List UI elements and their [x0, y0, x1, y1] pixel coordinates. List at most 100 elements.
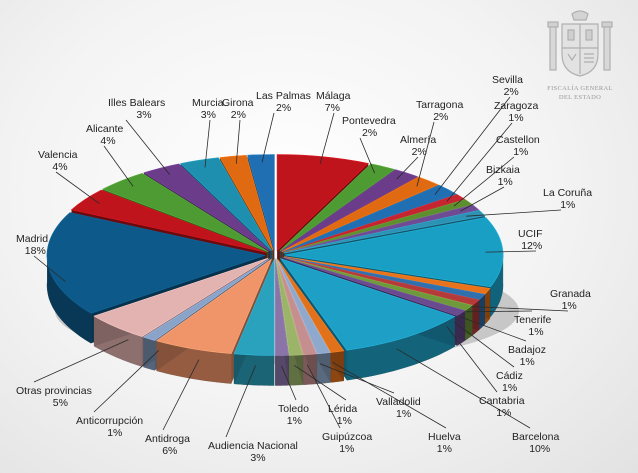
label-almeria: Almería — [400, 134, 436, 146]
value-audiencia-nacional: 3% — [250, 452, 265, 464]
label-castellon: Castellon — [496, 134, 540, 146]
value-girona: 2% — [231, 109, 246, 121]
coat-of-arms-icon — [547, 10, 613, 77]
logo-line-2: DEL ESTADO — [559, 94, 601, 101]
slice-lerida — [275, 259, 304, 356]
slice-malaga — [276, 154, 369, 252]
leader-alicante — [103, 145, 134, 187]
slice-antidroga — [155, 258, 273, 354]
leader-barcelona — [396, 348, 531, 429]
slice-anticorrupcion — [142, 258, 270, 341]
slice-badajoz — [283, 256, 480, 306]
value-almeria: 2% — [412, 146, 427, 158]
leader-la-coruna — [466, 209, 562, 217]
value-cadiz: 1% — [502, 382, 517, 394]
slice-sevilla — [282, 184, 458, 253]
leader-valencia — [55, 171, 100, 205]
leader-huelva — [332, 361, 447, 429]
leader-almeria — [396, 156, 419, 180]
value-malaga: 7% — [325, 102, 340, 114]
leader-badajoz — [460, 316, 527, 342]
slice-girona — [219, 154, 274, 251]
label-granada: Granada — [550, 288, 591, 300]
label-ucif: UCIF — [518, 228, 543, 240]
slice-huelva — [277, 259, 345, 353]
label-tarragona: Tarragona — [416, 99, 463, 111]
value-las-palmas: 2% — [276, 102, 291, 114]
slice-barcelona — [280, 258, 456, 351]
slice-cantabria — [283, 257, 466, 316]
leader-girona — [235, 119, 241, 164]
value-valladolid: 1% — [396, 408, 411, 420]
label-zaragoza: Zaragoza — [494, 100, 539, 112]
value-castellon: 1% — [513, 146, 528, 158]
value-barcelona: 10% — [529, 443, 550, 455]
leader-sevilla — [434, 96, 511, 195]
value-badajoz: 1% — [520, 356, 535, 368]
logo-line-1: FISCALÍA GENERAL — [547, 84, 613, 92]
value-ucif: 12% — [521, 240, 542, 252]
value-otras-provincias: 5% — [53, 397, 68, 409]
label-guipuzcoa: Guipúzcoa — [322, 431, 372, 443]
leader-illes-balears — [125, 119, 171, 175]
value-bizkaia: 1% — [498, 176, 513, 188]
pie-slices — [46, 154, 504, 356]
leader-murcia — [204, 119, 211, 168]
leader-ucif — [485, 250, 537, 253]
label-las-palmas: Las Palmas — [256, 90, 311, 102]
label-valencia: Valencia — [38, 149, 78, 161]
leader-toledo — [281, 365, 297, 401]
slice-tarragona — [281, 176, 439, 252]
slice-almeria — [280, 169, 419, 252]
leader-malaga — [319, 112, 335, 165]
label-barcelona: Barcelona — [512, 431, 559, 443]
leader-madrid — [33, 255, 66, 282]
label-bizkaia: Bizkaia — [486, 164, 520, 176]
value-sevilla: 2% — [504, 86, 519, 98]
slice-murcia — [179, 157, 272, 252]
value-toledo: 1% — [287, 415, 302, 427]
label-illes-balears: Illes Balears — [108, 97, 165, 109]
value-illes-balears: 3% — [136, 109, 151, 121]
label-cadiz: Cádiz — [496, 370, 523, 382]
label-sevilla: Sevilla — [492, 74, 523, 86]
value-valencia: 4% — [52, 161, 67, 173]
label-audiencia-nacional: Audiencia Nacional — [208, 440, 298, 452]
leader-granada — [471, 306, 569, 312]
leader-antidroga — [162, 359, 200, 431]
value-pontevedra: 2% — [362, 127, 377, 139]
slice-toledo — [275, 259, 290, 356]
slice-la-coruna — [284, 209, 486, 254]
leader-otras-provincias — [33, 339, 129, 383]
label-murcia: Murcia — [192, 97, 224, 109]
value-zaragoza: 1% — [508, 112, 523, 124]
leader-castellon — [453, 156, 515, 207]
label-cantabria: Cantabria — [479, 395, 525, 407]
leader-cadiz — [453, 321, 515, 368]
label-huelva: Huelva — [428, 431, 461, 443]
slice-alicante — [101, 172, 269, 252]
label-valladolid: Valladolid — [376, 396, 421, 408]
value-la-coruna: 1% — [560, 199, 575, 211]
leader-valladolid — [319, 363, 395, 394]
label-malaga: Málaga — [316, 90, 351, 102]
leader-cantabria — [446, 326, 498, 393]
slice-audiencia-nacional — [233, 259, 275, 356]
value-huelva: 1% — [437, 443, 452, 455]
value-cantabria: 1% — [496, 407, 511, 419]
slice-labels: Málaga7%Pontevedra2%Almería2%Tarragona2%… — [16, 74, 592, 464]
value-granada: 1% — [562, 300, 577, 312]
label-otras-provincias: Otras provincias — [16, 385, 92, 397]
leader-las-palmas — [261, 112, 275, 163]
leader-audiencia-nacional — [225, 365, 256, 438]
slice-illes-balears — [143, 163, 271, 252]
fiscalia-logo: FISCALÍA GENERAL DEL ESTADO — [547, 10, 613, 101]
leader-tenerife — [466, 310, 533, 313]
label-pontevedra: Pontevedra — [342, 115, 396, 127]
leader-lerida — [294, 365, 347, 401]
slice-granada — [284, 256, 491, 295]
label-madrid: Madrid — [16, 233, 48, 245]
value-tarragona: 2% — [433, 111, 448, 123]
value-tenerife: 1% — [528, 326, 543, 338]
